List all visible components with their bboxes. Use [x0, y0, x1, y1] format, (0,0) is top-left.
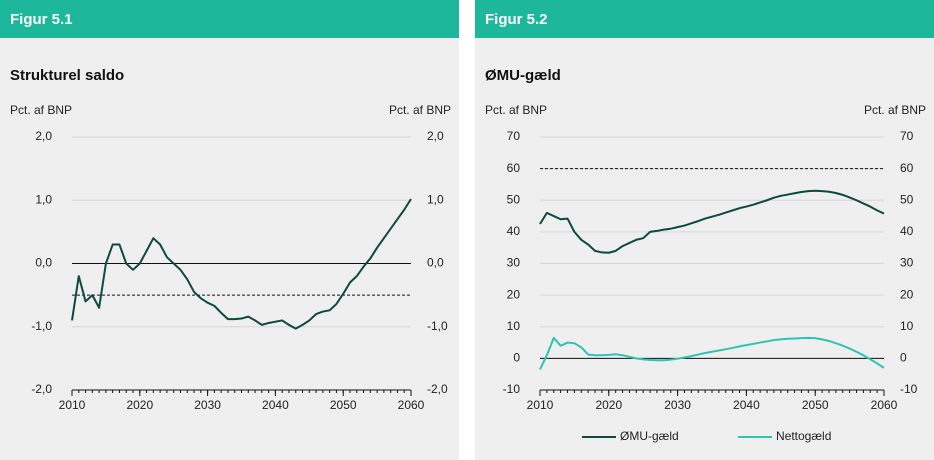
- y2-tick-label: 30: [900, 256, 914, 270]
- y-tick-label: 50: [507, 192, 521, 206]
- y-tick-label: 20: [507, 287, 521, 301]
- y-tick-label: 70: [507, 129, 521, 143]
- x-tick-label: 2020: [126, 398, 153, 412]
- x-tick-label: 2060: [871, 398, 898, 412]
- figure-header: [475, 0, 934, 38]
- y-axis-label: Pct. af BNP: [485, 103, 547, 117]
- y-tick-label: 40: [507, 224, 521, 238]
- x-tick-label: 2050: [802, 398, 829, 412]
- y2-tick-label: -2,0: [427, 382, 448, 396]
- y2-tick-label: 50: [900, 192, 914, 206]
- x-tick-label: 2040: [262, 398, 289, 412]
- figure-label: Figur 5.1: [10, 11, 73, 28]
- y-tick-label: -10: [503, 382, 521, 396]
- chart-panel: Figur 5.1 Strukturel saldo Pct. af BNP Pct.…: [0, 0, 459, 460]
- panel-background: [475, 0, 934, 460]
- y-tick-label: 1,0: [35, 192, 52, 206]
- chart-title: Strukturel saldo: [10, 67, 124, 84]
- y2-tick-label: -1,0: [427, 319, 448, 333]
- y2-tick-label: 40: [900, 224, 914, 238]
- y2-tick-label: -10: [900, 382, 918, 396]
- y-tick-label: 10: [507, 319, 521, 333]
- y2-axis-label: Pct. af BNP: [389, 103, 451, 117]
- data-line: [539, 189, 885, 254]
- x-tick-label: 2060: [398, 398, 425, 412]
- panel-background: [0, 0, 459, 460]
- x-tick-label: 2030: [664, 398, 691, 412]
- x-tick-label: 2020: [595, 398, 622, 412]
- y2-tick-label: 0,0: [427, 256, 444, 270]
- figure-header: [0, 0, 459, 38]
- y-tick-label: 30: [507, 256, 521, 270]
- chart-title: ØMU-gæld: [485, 67, 561, 84]
- y-tick-label: 60: [507, 161, 521, 175]
- y2-tick-label: 10: [900, 319, 914, 333]
- y-tick-label: -1,0: [31, 319, 52, 333]
- data-line: [71, 198, 412, 330]
- y-tick-label: -2,0: [31, 382, 52, 396]
- y2-tick-label: 70: [900, 129, 914, 143]
- y-tick-label: 0,0: [35, 256, 52, 270]
- data-line: [539, 336, 885, 370]
- y2-tick-label: 0: [900, 351, 907, 365]
- y2-tick-label: 20: [900, 287, 914, 301]
- y2-tick-label: 60: [900, 161, 914, 175]
- chart-panel: Figur 5.2 ØMU-gæld Pct. af BNP Pct. af BNP -…: [475, 0, 934, 460]
- y-tick-label: 2,0: [35, 129, 52, 143]
- y-tick-label: 0: [513, 351, 520, 365]
- x-tick-label: 2010: [59, 398, 86, 412]
- y2-tick-label: 2,0: [427, 129, 444, 143]
- legend-label: Nettogæld: [776, 429, 831, 443]
- y2-axis-label: Pct. af BNP: [864, 103, 926, 117]
- y2-tick-label: 1,0: [427, 192, 444, 206]
- x-tick-label: 2030: [194, 398, 221, 412]
- figure-label: Figur 5.2: [485, 11, 548, 28]
- x-tick-label: 2050: [330, 398, 357, 412]
- legend-label: ØMU-gæld: [620, 429, 679, 443]
- x-tick-label: 2040: [733, 398, 760, 412]
- y-axis-label: Pct. af BNP: [10, 103, 72, 117]
- x-tick-label: 2010: [527, 398, 554, 412]
